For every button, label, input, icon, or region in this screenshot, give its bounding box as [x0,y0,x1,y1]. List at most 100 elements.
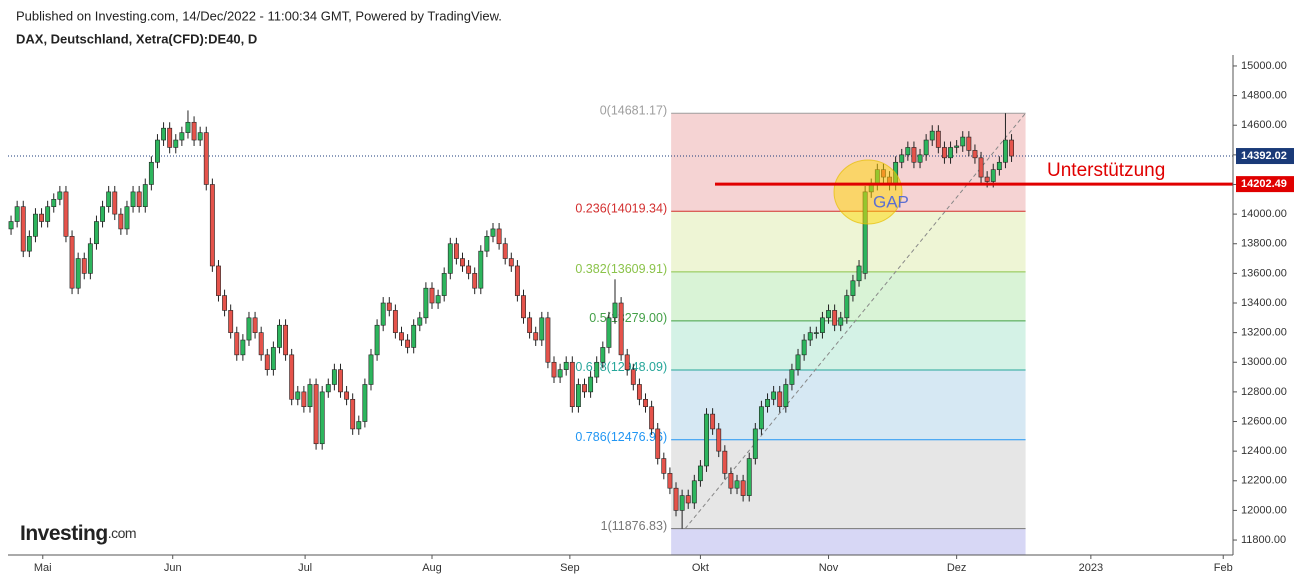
candle-body [813,332,819,334]
candle-body [984,176,990,182]
x-tick-label: Okt [692,562,709,574]
candle-body [771,391,777,400]
candle-body [392,310,398,333]
candle-body [758,406,764,430]
candle-body [844,295,850,319]
candle-body [100,206,105,222]
candle-body [386,302,392,311]
candle-body [704,413,709,467]
y-tick-label: 12000.00 [1241,504,1287,516]
candle-body [899,154,905,163]
candle-body [264,354,270,370]
fib-label: 0.618(12948.09) [575,360,667,374]
candle-body [258,332,264,356]
candle-body [130,191,136,208]
candle-body [502,243,508,259]
candle-body [996,161,1002,170]
fib-label: 0(14681.17) [600,103,667,117]
x-tick-label: Feb [1214,562,1233,574]
candle-body [496,228,502,245]
candle-body [148,161,154,185]
candle-body [533,332,539,341]
candle-body [850,280,856,296]
candle-body [612,302,618,319]
candle-body [75,258,81,289]
candle-body [685,495,691,504]
candle-body [551,361,557,378]
candle-body [673,487,679,511]
x-tick-label: Nov [819,562,839,574]
candle-body [838,317,844,326]
candle-body [63,191,69,237]
candle-body [600,347,606,363]
candle-body [319,391,325,445]
candle-body [514,265,520,296]
candle-body [606,317,612,348]
candle-body [929,130,935,141]
candle-body [283,324,289,356]
candle-body [508,258,514,267]
candle-body [185,121,191,133]
candle-body [209,184,215,267]
y-tick-label: 13200.00 [1241,327,1287,339]
candle-body [826,310,831,319]
candle-body [911,147,917,163]
candle-body [155,139,160,163]
candle-body [106,191,112,208]
candle-body [582,384,587,393]
candle-body [679,495,685,511]
gap-annotation: GAP [873,192,909,211]
candle-body [191,121,197,141]
candle-body [697,465,703,482]
candle-body [69,236,75,289]
candle-body [246,317,252,341]
candle-body [429,287,435,304]
candle-body [368,354,374,385]
candle-body [990,169,996,182]
candle-body [197,132,203,141]
x-tick-label: Dez [947,562,967,574]
candle-body [636,384,642,400]
candle-body [630,369,636,385]
logo-name: Investing [20,522,108,545]
candle-body [942,147,947,159]
x-tick-label: Aug [422,562,442,574]
candle-body [966,136,972,151]
plot-area: 0(14681.17) 0.236(14019.34) 0.382(13609.91… [8,103,1233,555]
y-tick-label: 13000.00 [1241,356,1287,368]
candle-body [350,398,356,430]
candle-body [618,302,624,356]
candle-body [142,184,148,208]
candle-body [441,273,447,296]
candle-body [740,480,746,496]
fib-zone [671,320,1026,370]
candle-body [624,354,630,370]
y-tick-label: 12800.00 [1241,386,1287,398]
candle-body [57,191,63,200]
candle-body [173,139,179,148]
candle-body [94,221,99,245]
support-tag [1236,176,1294,193]
candle-body [331,369,337,385]
candle-body [954,145,960,148]
candle-body [569,361,575,408]
candle-body [423,287,429,319]
candle-body [521,295,526,319]
y-tick-label: 13600.00 [1241,267,1287,279]
candle-body [661,458,667,474]
candle-body [728,473,734,489]
candle-body [649,406,655,430]
candle-body [484,236,490,252]
candle-body [216,265,221,296]
candle-body [45,206,51,222]
fib-zone [671,211,1026,272]
x-tick-label: Sep [560,562,580,574]
candle-body [411,324,417,348]
candle-body [435,295,441,304]
fib-label: 1(11876.83) [601,519,668,533]
y-tick-label: 11800.00 [1241,534,1286,546]
logo: Investing.com [20,522,136,545]
candle-body [978,157,984,178]
